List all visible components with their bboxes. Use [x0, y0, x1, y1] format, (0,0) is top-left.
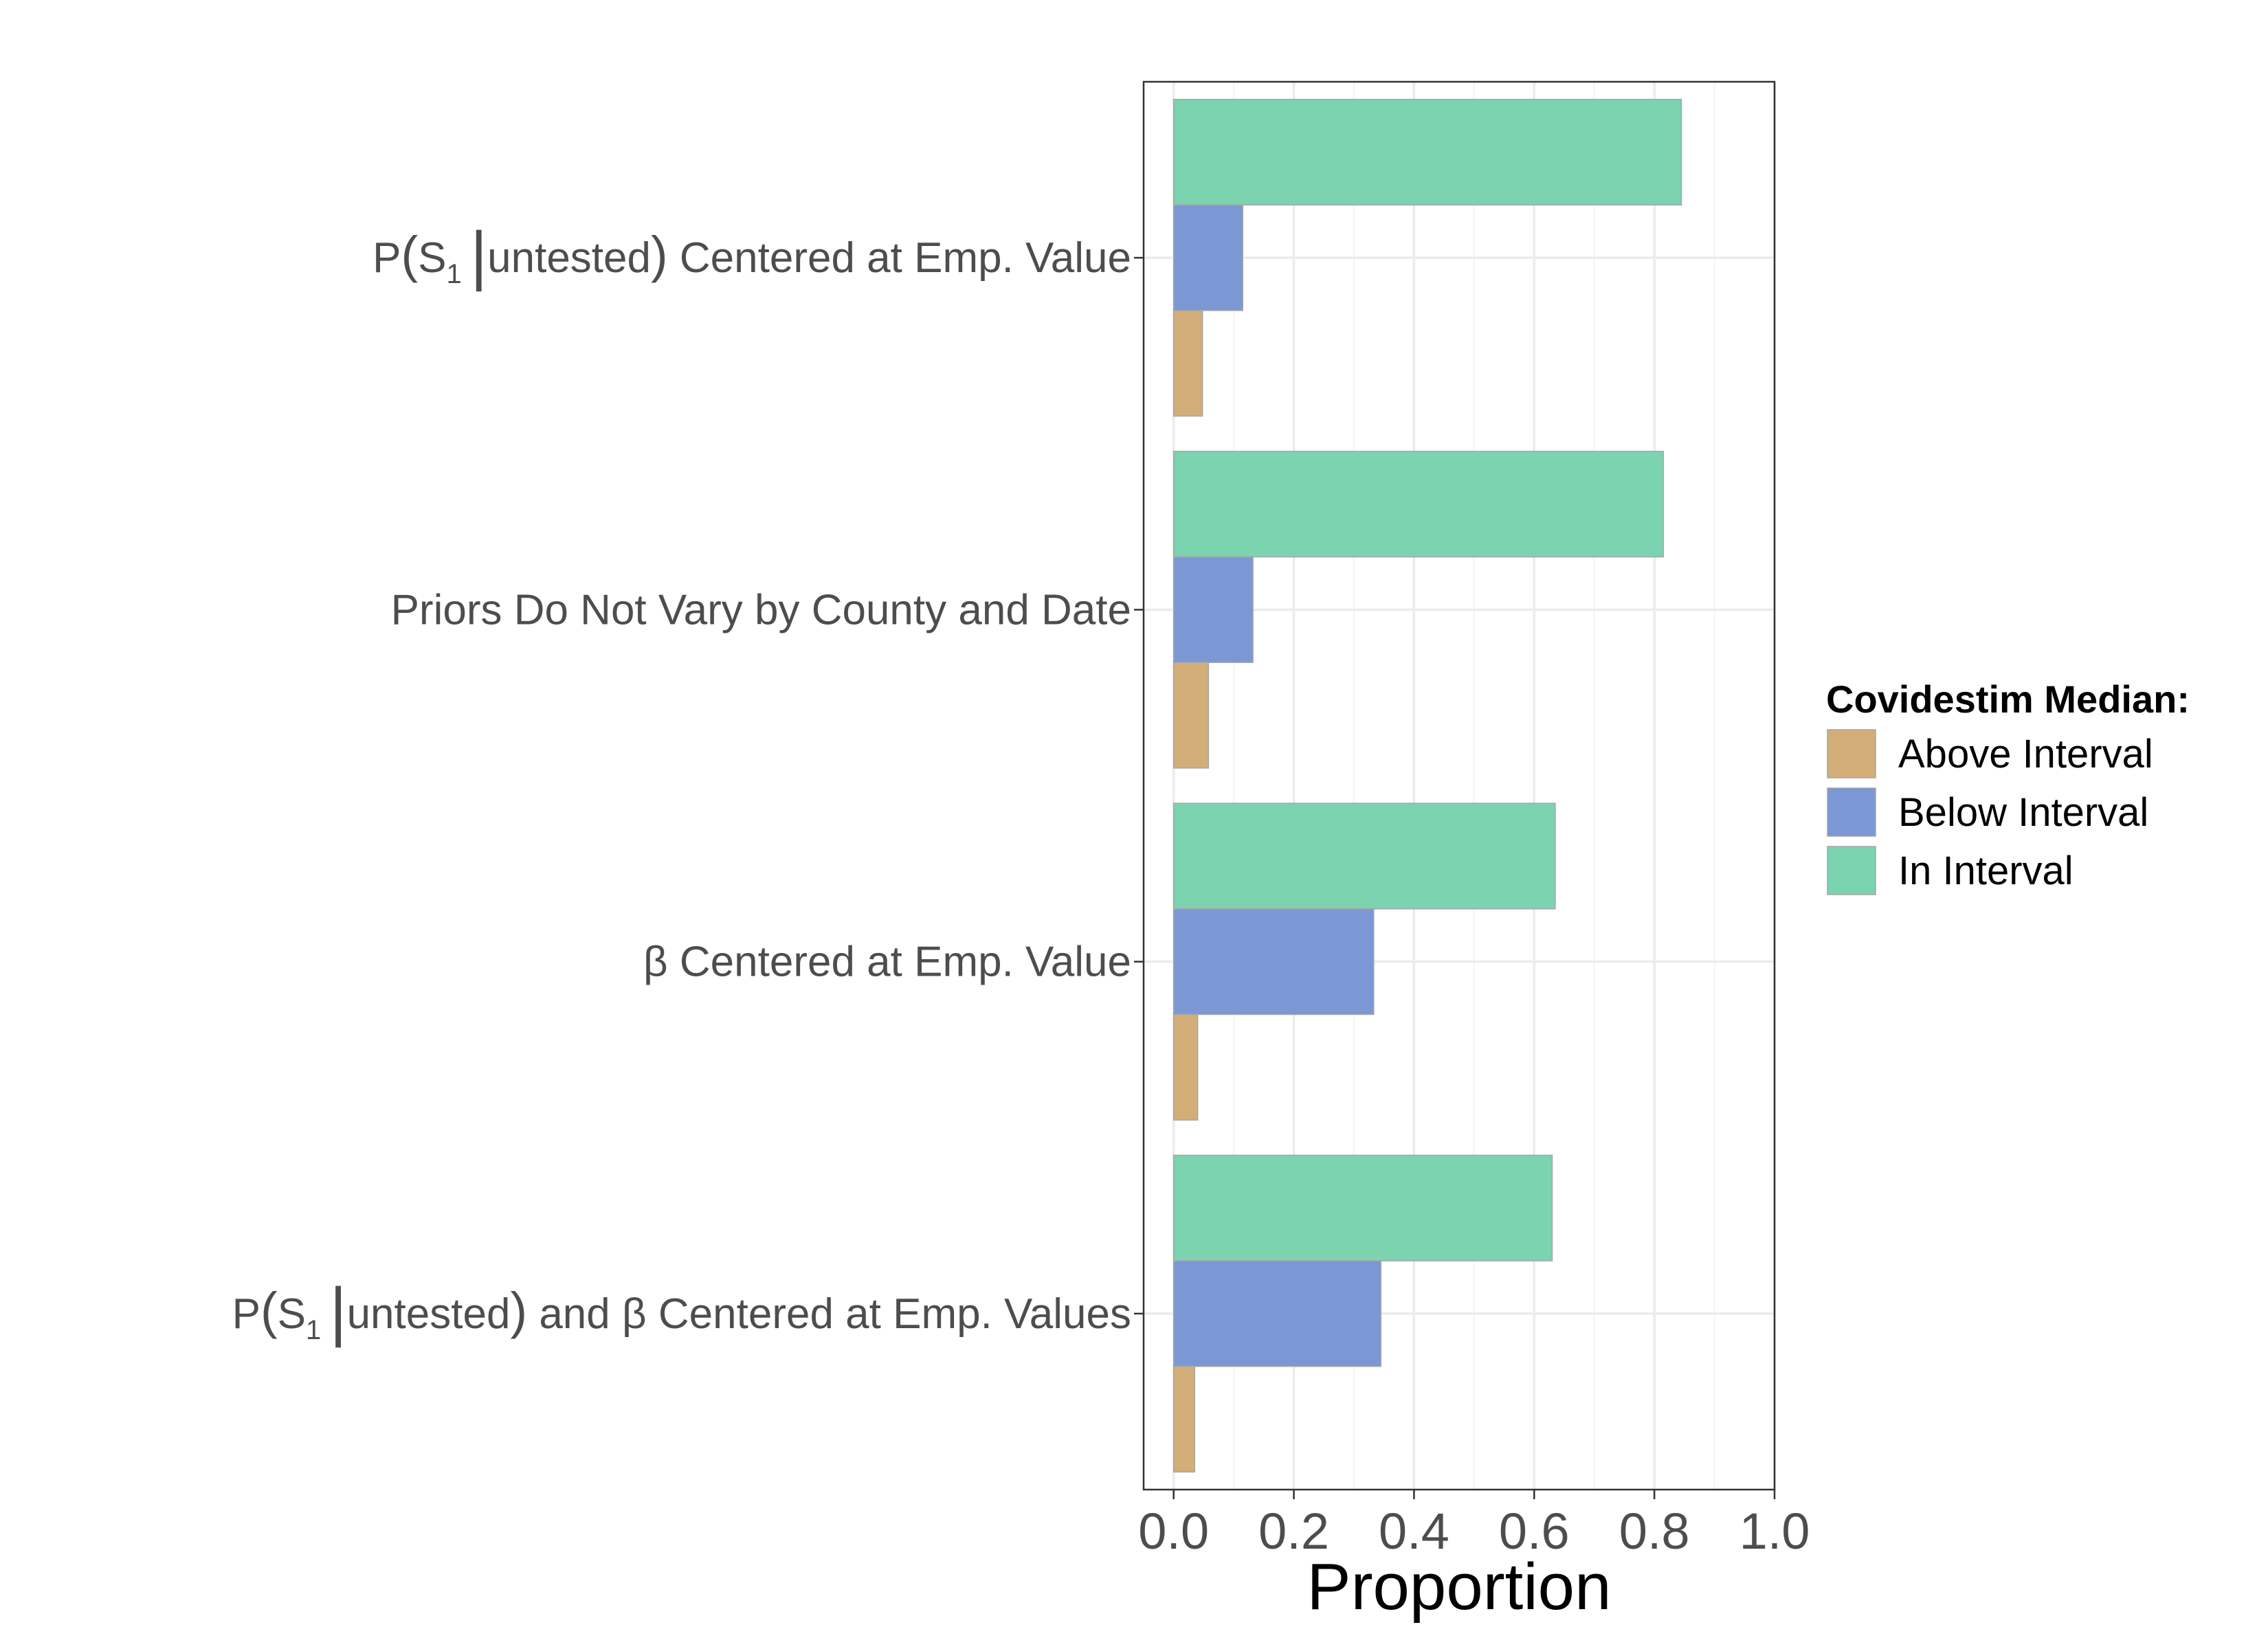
legend-label: Above Interval [1898, 732, 2153, 776]
x-axis-title: Proportion [1307, 1550, 1612, 1624]
y-tick-label: P(S1 |untested) Centered at Emp. Value [373, 218, 1131, 292]
bar-below-interval [1172, 556, 1254, 663]
legend-label: Below Interval [1898, 790, 2148, 835]
y-axis: P(S1 |untested) Centered at Emp. Value Pr… [232, 218, 1144, 1348]
y-tick-label: P(S1 |untested) and β Centered at Emp. V… [232, 1275, 1131, 1348]
plot-panel-border [1142, 80, 1776, 1491]
legend-title: Covidestim Median: [1826, 677, 2190, 721]
legend-key-in-interval [1827, 846, 1876, 895]
legend-label: In Interval [1898, 849, 2074, 893]
bar-in-interval [1172, 98, 1682, 206]
bar-above-interval [1172, 1013, 1199, 1121]
bar-in-interval [1172, 451, 1665, 558]
x-tick-label: 0.4 [1379, 1503, 1449, 1560]
x-tick-label: 0.8 [1619, 1503, 1690, 1560]
x-axis: 0.0 0.2 0.4 0.6 0.8 1.0 [1138, 1490, 1810, 1560]
legend-key-above-interval [1827, 729, 1876, 778]
bars [1172, 98, 1682, 1473]
x-tick-label: 0.6 [1499, 1503, 1570, 1560]
x-tick-label: 1.0 [1739, 1503, 1810, 1560]
x-tick-label: 0.0 [1138, 1503, 1209, 1560]
bar-above-interval [1172, 310, 1203, 417]
bar-in-interval [1172, 803, 1556, 910]
legend: Covidestim Median: Above Interval Below In… [1826, 677, 2190, 895]
legend-key-below-interval [1827, 787, 1876, 837]
bar-above-interval [1172, 662, 1210, 769]
y-tick-label: β Centered at Emp. Value [643, 939, 1131, 986]
bar-below-interval [1172, 1260, 1382, 1367]
y-tick-label: Priors Do Not Vary by County and Date [391, 586, 1131, 633]
bar-above-interval [1172, 1365, 1196, 1473]
bar-below-interval [1172, 908, 1375, 1016]
x-tick-label: 0.2 [1258, 1503, 1329, 1560]
bar-in-interval [1172, 1154, 1553, 1261]
bar-below-interval [1172, 204, 1244, 311]
